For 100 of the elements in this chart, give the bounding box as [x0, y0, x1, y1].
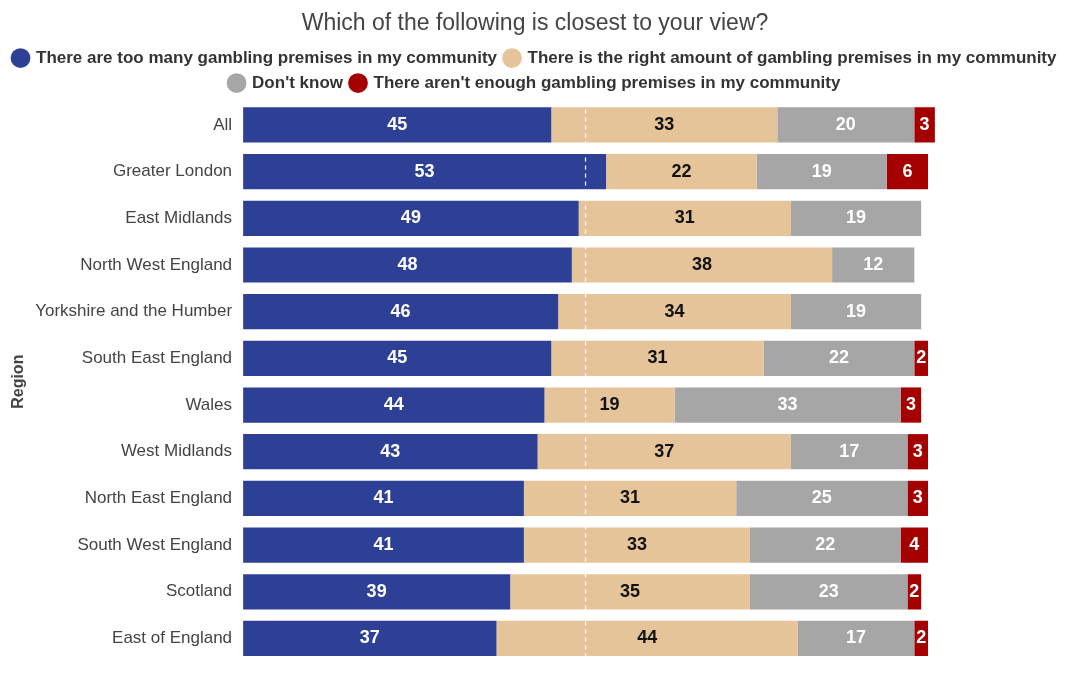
bar [674, 387, 901, 423]
data-label: 33 [777, 394, 798, 415]
data-label: 3 [912, 440, 923, 461]
bar [578, 200, 792, 236]
bar [537, 434, 792, 470]
legend-label: There are too many gambling premises in my community [36, 47, 498, 67]
bar [243, 154, 607, 190]
data-label: 2 [909, 580, 920, 601]
data-label: 34 [664, 300, 685, 321]
bar [551, 107, 778, 143]
y-tick-label: Wales [185, 394, 233, 414]
data-label: 22 [671, 160, 692, 181]
bar [243, 620, 497, 657]
bar [791, 294, 922, 330]
legend-label: There aren't enough gambling premises in my community [373, 72, 841, 92]
data-label: 19 [846, 207, 867, 228]
bar [243, 480, 524, 517]
data-label: 38 [691, 253, 712, 274]
data-label: 17 [839, 440, 860, 461]
bar [756, 154, 887, 190]
legend-label: Don't know [252, 72, 344, 92]
data-label: 45 [387, 113, 408, 134]
data-label: 45 [387, 347, 408, 368]
data-label: 19 [811, 160, 832, 181]
data-label: 46 [390, 300, 411, 321]
data-label: 41 [373, 534, 394, 555]
data-label: 43 [380, 440, 401, 461]
data-label: 2 [916, 347, 927, 368]
data-label: 31 [647, 347, 668, 368]
bar [886, 154, 929, 190]
bar [523, 527, 750, 563]
bar [243, 527, 524, 563]
y-tick-label: East of England [112, 628, 233, 648]
data-label: 53 [414, 160, 435, 181]
bar [496, 620, 798, 657]
data-label: 20 [835, 113, 856, 134]
y-tick-label: Yorkshire and the Humber [35, 301, 233, 321]
data-label: 39 [366, 580, 387, 601]
bar [900, 527, 929, 563]
bar [736, 480, 908, 517]
bar [243, 574, 511, 610]
data-label: 37 [359, 627, 380, 648]
bar [243, 387, 545, 423]
data-label: 35 [620, 580, 641, 601]
bar [558, 294, 792, 330]
data-label: 31 [674, 207, 695, 228]
data-label: 3 [905, 394, 916, 415]
bar [749, 574, 908, 610]
bar [763, 340, 915, 376]
data-label: 25 [811, 487, 832, 508]
data-label: 41 [373, 487, 394, 508]
data-label: 44 [383, 394, 404, 415]
bar [243, 247, 572, 283]
y-tick-label: All [213, 114, 233, 134]
bar [832, 247, 915, 283]
bar [551, 340, 764, 376]
data-label: 2 [916, 627, 927, 648]
y-tick-label: East Midlands [125, 208, 233, 227]
data-label: 22 [828, 347, 849, 368]
data-label: 33 [626, 534, 647, 555]
bar [606, 154, 757, 190]
data-label: 44 [637, 627, 658, 648]
bar [243, 200, 579, 236]
data-label: 6 [902, 160, 913, 181]
y-tick-label: North West England [80, 254, 233, 274]
bar [797, 620, 915, 657]
data-label: 23 [818, 580, 839, 601]
bar [749, 527, 901, 563]
bar [243, 434, 538, 470]
y-tick-label: North East England [84, 488, 233, 508]
y-tick-label: Greater London [112, 161, 233, 181]
data-label: 4 [909, 534, 920, 555]
legend-label: There is the right amount of gambling premises in my community [527, 47, 1058, 67]
bar [914, 107, 935, 143]
bar [791, 434, 908, 470]
bar [777, 107, 915, 143]
data-label: 19 [599, 394, 620, 415]
y-tick-label: Scotland [165, 581, 233, 601]
data-label: 22 [815, 534, 836, 555]
data-label: 37 [654, 440, 675, 461]
bar [571, 247, 833, 283]
bar [791, 200, 922, 236]
y-tick-label: South West England [77, 534, 233, 554]
y-tick-label: South East England [81, 348, 233, 368]
bar [243, 294, 559, 330]
y-axis-title: Region [9, 354, 27, 409]
bar [243, 340, 552, 376]
data-label: 19 [846, 300, 867, 321]
bar [523, 480, 737, 517]
bar [544, 387, 675, 423]
data-label: 49 [400, 207, 421, 228]
data-label: 3 [912, 487, 923, 508]
data-label: 33 [654, 113, 675, 134]
data-label: 48 [397, 253, 418, 274]
data-label: 3 [919, 113, 930, 134]
data-label: 17 [846, 627, 867, 648]
bar [243, 107, 552, 143]
data-label: 12 [863, 253, 884, 274]
data-label: 31 [620, 487, 641, 508]
bar [510, 574, 750, 610]
